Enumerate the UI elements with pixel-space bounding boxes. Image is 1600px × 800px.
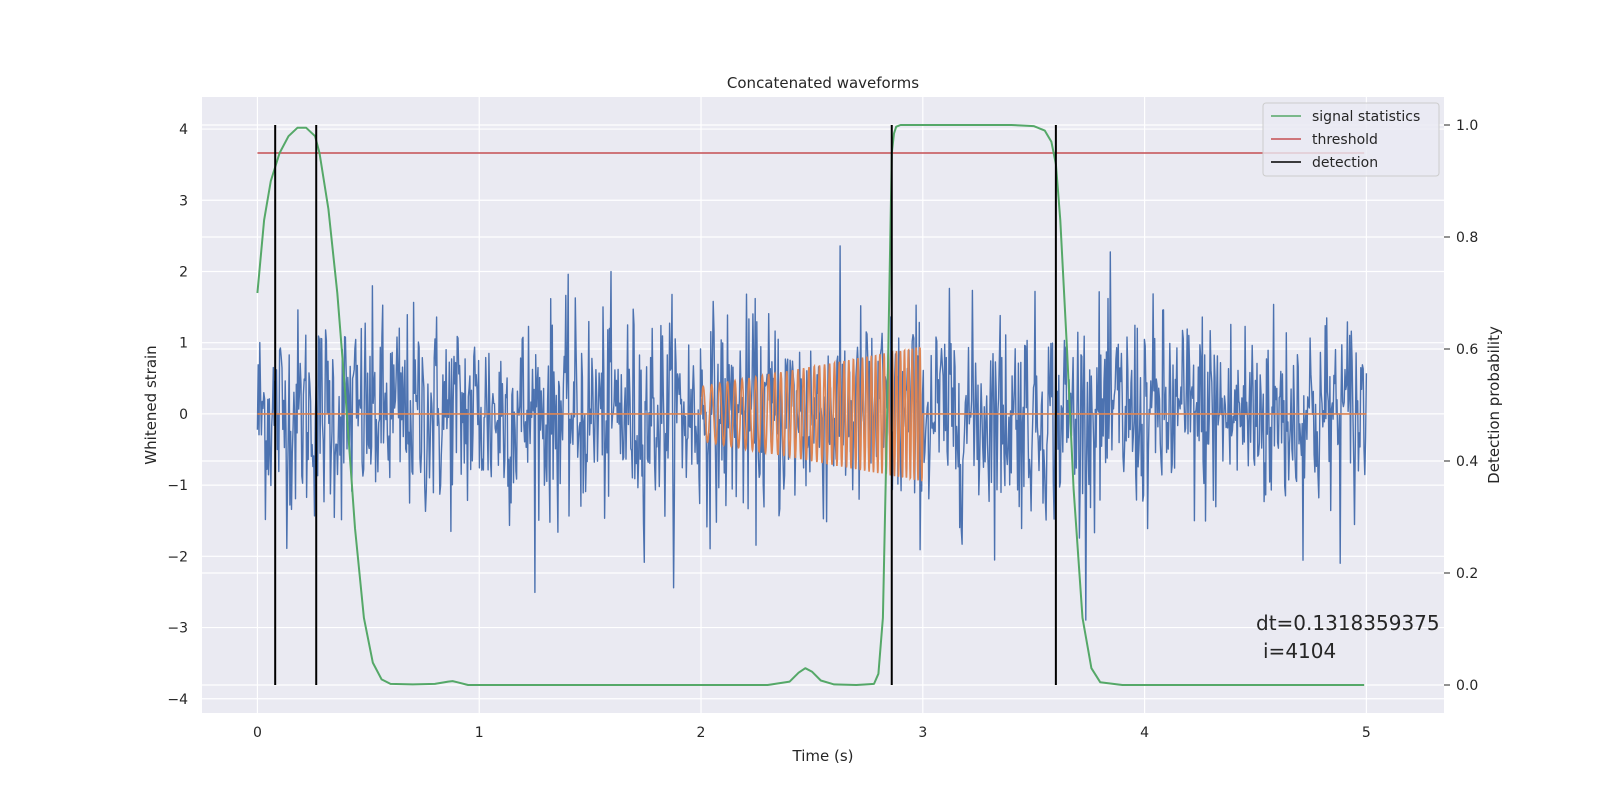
- y2-tick-label: 0.6: [1456, 342, 1478, 358]
- y-tick-label: −4: [167, 692, 188, 708]
- legend-label-threshold: threshold: [1312, 132, 1378, 148]
- legend: signal statistics threshold detection: [1262, 102, 1440, 177]
- y-tick-label: 3: [179, 193, 188, 209]
- y2-tick-label: 0.4: [1456, 454, 1478, 470]
- y-tick-label: 1: [179, 336, 188, 352]
- x-tick-label: 2: [697, 725, 706, 741]
- y2-axis-label: Detection probability: [1485, 326, 1503, 484]
- x-tick-label: 0: [253, 725, 262, 741]
- chart-title: Concatenated waveforms: [727, 74, 919, 92]
- y-tick-label: 2: [179, 264, 188, 280]
- y2-tick-label: 0.2: [1456, 566, 1478, 582]
- legend-label-signal-statistics: signal statistics: [1312, 109, 1420, 125]
- x-tick-label: 1: [475, 725, 484, 741]
- annotation-i: i=4104: [1263, 639, 1336, 663]
- y-tick-label: −2: [167, 549, 188, 565]
- x-tick-label: 5: [1362, 725, 1371, 741]
- annotation-dt: dt=0.1318359375: [1256, 611, 1440, 635]
- x-axis-ticks: 0 1 2 3 4 5: [253, 725, 1371, 741]
- y2-tick-label: 0.0: [1456, 678, 1478, 694]
- right-axis-ticks: 0.0 0.2 0.4 0.6 0.8 1.0: [1444, 118, 1478, 694]
- whitened-strain-line: [256, 245, 1368, 621]
- y-tick-label: 4: [179, 122, 188, 138]
- y-axis-label: Whitened strain: [142, 345, 160, 464]
- legend-label-detection: detection: [1312, 155, 1378, 171]
- y-tick-label: 0: [179, 407, 188, 423]
- x-axis-label: Time (s): [792, 747, 854, 765]
- x-tick-label: 4: [1140, 725, 1149, 741]
- left-axis-ticks: −4 −3 −2 −1 0 1 2 3 4: [167, 122, 188, 708]
- plot-area: [256, 124, 1368, 686]
- y2-tick-label: 0.8: [1456, 230, 1478, 246]
- signal-statistics-line: [256, 124, 1365, 686]
- y2-tick-label: 1.0: [1456, 118, 1478, 134]
- y-tick-label: −1: [167, 478, 188, 494]
- legend-box: [1262, 102, 1440, 177]
- y-tick-label: −3: [167, 621, 188, 637]
- x-tick-label: 3: [918, 725, 927, 741]
